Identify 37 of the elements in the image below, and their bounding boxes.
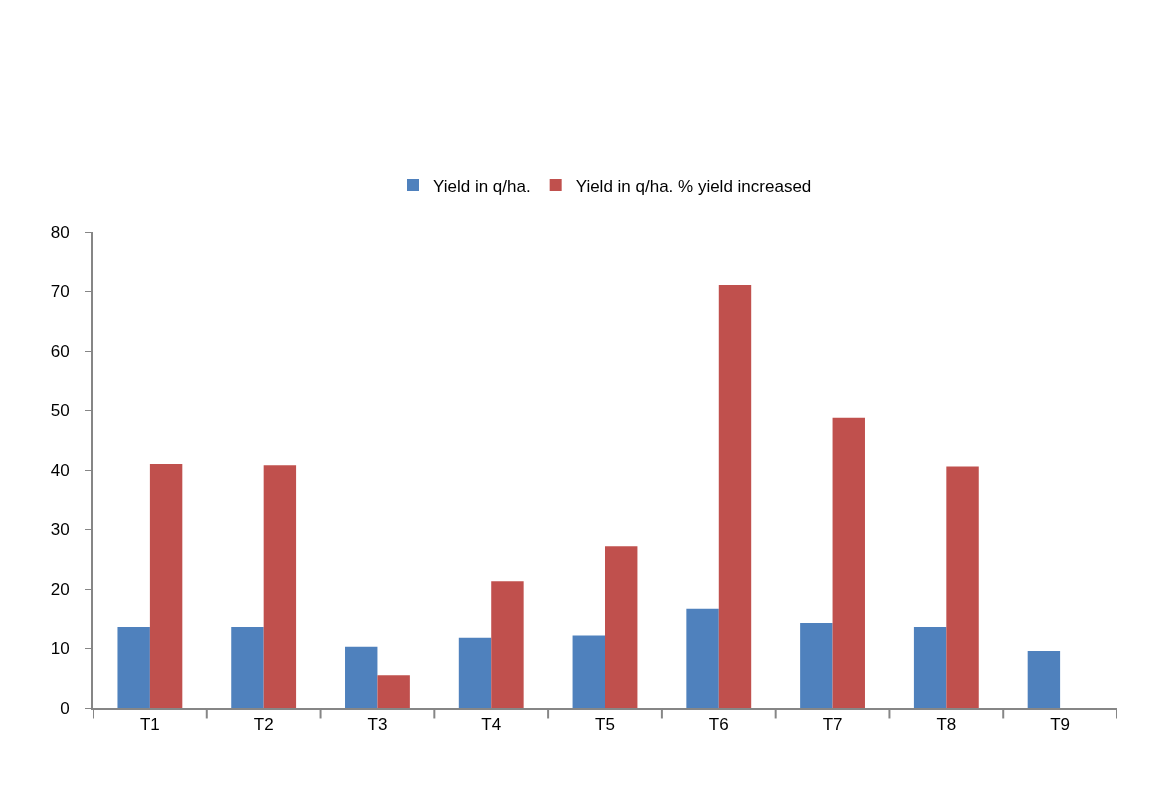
- bar: [946, 466, 979, 708]
- bar: [913, 627, 947, 708]
- bar: [686, 608, 719, 708]
- x-tick-label: T8: [936, 715, 957, 735]
- x-tick-label: T5: [595, 715, 615, 735]
- y-tick-label: 40: [50, 460, 70, 480]
- bar: [491, 581, 524, 708]
- x-tick-label: T3: [367, 715, 388, 735]
- y-tick-label: 50: [50, 401, 70, 421]
- x-tick-label: T2: [253, 715, 274, 735]
- bar: [718, 284, 752, 708]
- y-tick-label: 60: [50, 341, 70, 361]
- bar: [605, 546, 638, 708]
- bar: [572, 635, 605, 708]
- x-tick-label: T1: [139, 715, 160, 735]
- bar: [345, 646, 378, 708]
- x-tick-label: T4: [481, 715, 502, 735]
- bar: [231, 627, 264, 708]
- bar: [832, 417, 865, 708]
- y-tick-label: 0: [60, 698, 70, 718]
- legend-label: Yield in q/ha.: [433, 176, 531, 196]
- bar: [263, 465, 297, 708]
- bar: [1027, 650, 1061, 708]
- x-tick-label: T6: [708, 715, 729, 735]
- bar: [458, 637, 492, 708]
- bar: [377, 675, 410, 708]
- bar: [117, 627, 150, 708]
- y-tick-label: 20: [50, 579, 70, 599]
- bar: [800, 622, 833, 708]
- y-tick-label: 30: [50, 520, 70, 540]
- x-tick-label: T7: [822, 715, 843, 735]
- y-tick-label: 80: [50, 222, 70, 242]
- y-tick-label: 10: [50, 639, 70, 659]
- x-tick-label: T9: [1050, 715, 1071, 735]
- legend-label: Yield in q/ha. % yield increased: [575, 176, 812, 196]
- bar: [149, 464, 183, 708]
- y-tick-label: 70: [50, 282, 70, 302]
